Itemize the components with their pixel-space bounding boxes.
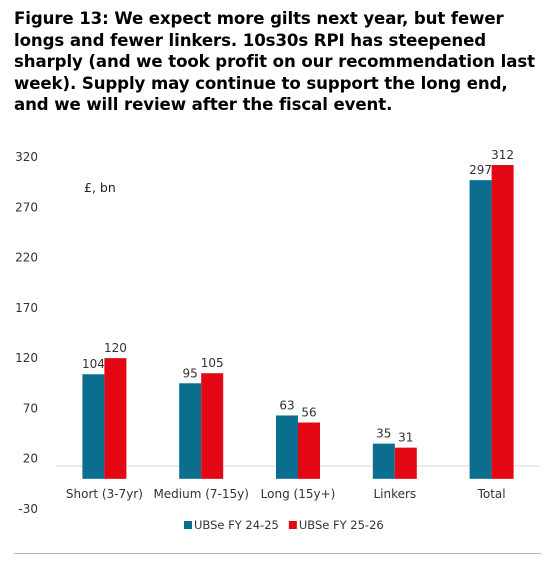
x-tick-label: Long (15y+) xyxy=(261,487,336,501)
y-tick-label: 170 xyxy=(15,301,38,315)
y-tick-label: 120 xyxy=(15,351,38,365)
data-label: 105 xyxy=(201,356,224,370)
legend-label: UBSe FY 24-25 xyxy=(194,518,279,532)
data-label: 297 xyxy=(469,163,492,177)
x-tick-label: Linkers xyxy=(373,487,416,501)
y-tick-label: -30 xyxy=(18,502,38,516)
bar-fy24-25 xyxy=(82,374,105,479)
legend-swatch xyxy=(184,521,192,529)
bar-fy25-26 xyxy=(104,358,127,479)
data-label: 31 xyxy=(398,431,413,445)
bar-fy24-25 xyxy=(179,383,202,479)
bar-fy25-26 xyxy=(394,447,417,479)
x-tick-label: Short (3-7yr) xyxy=(66,487,143,501)
legend: UBSe FY 24-25 UBSe FY 25-26 xyxy=(184,518,384,532)
data-label: 56 xyxy=(301,406,316,420)
y-tick-label: 70 xyxy=(23,401,38,415)
y-tick-label: 20 xyxy=(23,452,38,466)
bar-fy24-25 xyxy=(372,443,395,479)
bar-fy25-26 xyxy=(491,165,514,479)
data-label: 120 xyxy=(104,341,127,355)
legend-swatch xyxy=(288,521,297,529)
bar-fy24-25 xyxy=(469,180,492,479)
y-tick-label: 220 xyxy=(15,251,38,265)
y-tick-label: 270 xyxy=(15,200,38,214)
x-tick-label: Total xyxy=(477,487,506,501)
unit-label: £, bn xyxy=(84,180,116,195)
bar-fy25-26 xyxy=(298,422,320,479)
bar-fy24-25 xyxy=(276,415,298,479)
data-label: 35 xyxy=(376,427,391,441)
figure-title: Figure 13: We expect more gilts next yea… xyxy=(14,9,535,114)
y-tick-label: 320 xyxy=(15,150,38,164)
bottom-divider xyxy=(14,553,541,554)
x-tick-label: Medium (7-15y) xyxy=(153,487,249,501)
data-label: 104 xyxy=(82,357,105,371)
legend-label: UBSe FY 25-26 xyxy=(299,518,384,532)
data-label: 63 xyxy=(279,398,294,412)
bars-layer xyxy=(82,165,514,479)
data-label: 312 xyxy=(491,148,514,162)
data-label: 95 xyxy=(183,366,198,380)
bar-fy25-26 xyxy=(201,373,224,479)
axis-layer: 320 270 220 170 120 70 20 -30 £, bn xyxy=(15,150,540,516)
